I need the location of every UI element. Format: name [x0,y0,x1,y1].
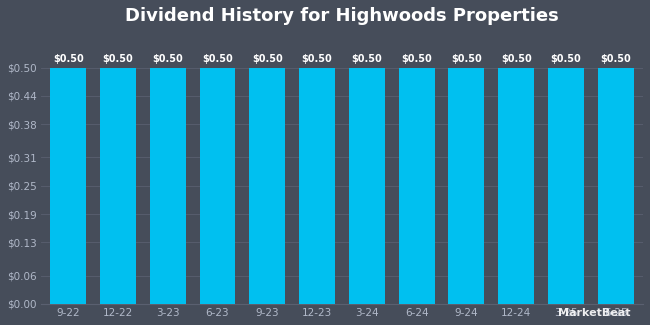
Text: $0.50: $0.50 [103,54,133,64]
Text: $0.50: $0.50 [451,54,482,64]
Text: $0.50: $0.50 [352,54,382,64]
Bar [598,68,634,304]
Bar [448,68,484,304]
Bar [499,68,534,304]
Bar [299,68,335,304]
Bar [150,68,186,304]
Text: $0.50: $0.50 [202,54,233,64]
Text: $0.50: $0.50 [302,54,332,64]
Title: Dividend History for Highwoods Properties: Dividend History for Highwoods Propertie… [125,7,559,25]
Text: $0.50: $0.50 [401,54,432,64]
Text: $0.50: $0.50 [152,54,183,64]
Bar [548,68,584,304]
Text: $0.50: $0.50 [551,54,581,64]
Bar [100,68,136,304]
Text: $0.50: $0.50 [601,54,631,64]
Bar [398,68,435,304]
Bar [349,68,385,304]
Text: $0.50: $0.50 [53,54,84,64]
Text: MarketBeat: MarketBeat [558,308,630,318]
Bar [200,68,235,304]
Text: $0.50: $0.50 [252,54,283,64]
Text: $0.50: $0.50 [500,54,532,64]
Bar [250,68,285,304]
Bar [50,68,86,304]
